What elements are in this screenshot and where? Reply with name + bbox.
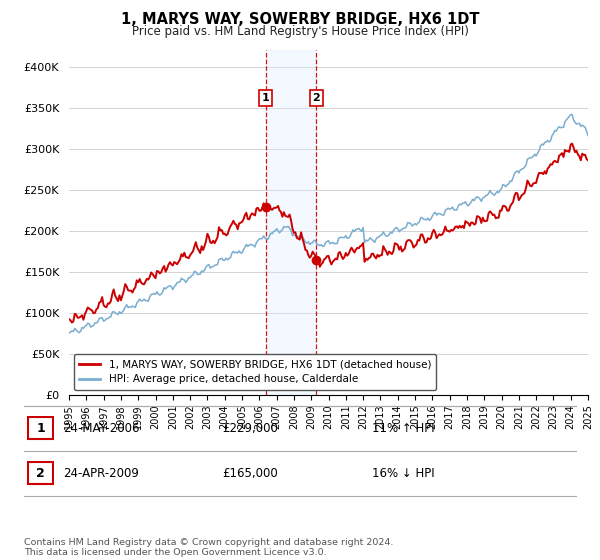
Text: 2: 2	[313, 93, 320, 103]
Bar	[266, 50, 316, 395]
Text: Price paid vs. HM Land Registry's House Price Index (HPI): Price paid vs. HM Land Registry's House …	[131, 25, 469, 38]
FancyBboxPatch shape	[28, 462, 53, 484]
Text: 1: 1	[262, 93, 269, 103]
Text: 11% ↑ HPI: 11% ↑ HPI	[372, 422, 434, 435]
Text: £165,000: £165,000	[222, 466, 278, 480]
Text: Contains HM Land Registry data © Crown copyright and database right 2024.
This d: Contains HM Land Registry data © Crown c…	[24, 538, 394, 557]
Text: 2: 2	[36, 466, 45, 480]
Text: 24-MAY-2006: 24-MAY-2006	[63, 422, 139, 435]
Text: 24-APR-2009: 24-APR-2009	[63, 466, 139, 480]
Text: 1, MARYS WAY, SOWERBY BRIDGE, HX6 1DT: 1, MARYS WAY, SOWERBY BRIDGE, HX6 1DT	[121, 12, 479, 27]
Legend: 1, MARYS WAY, SOWERBY BRIDGE, HX6 1DT (detached house), HPI: Average price, deta: 1, MARYS WAY, SOWERBY BRIDGE, HX6 1DT (d…	[74, 354, 436, 390]
Text: £229,000: £229,000	[222, 422, 278, 435]
Text: 16% ↓ HPI: 16% ↓ HPI	[372, 466, 434, 480]
FancyBboxPatch shape	[28, 417, 53, 440]
Text: 1: 1	[36, 422, 45, 435]
